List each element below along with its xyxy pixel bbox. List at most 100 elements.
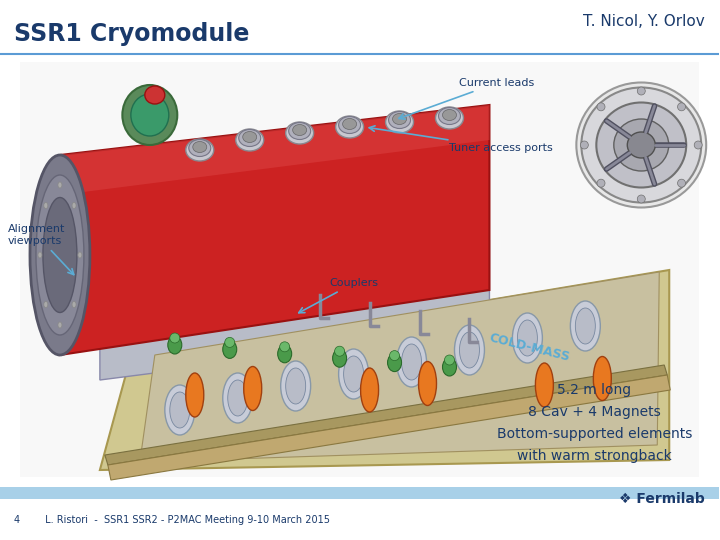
Text: 5.2 m long: 5.2 m long [557, 383, 631, 397]
Text: with warm strongback: with warm strongback [517, 449, 672, 463]
Ellipse shape [36, 175, 84, 335]
Ellipse shape [278, 345, 292, 363]
Ellipse shape [438, 107, 461, 125]
Ellipse shape [333, 349, 346, 367]
Ellipse shape [281, 361, 310, 411]
Polygon shape [105, 365, 667, 465]
Polygon shape [60, 105, 490, 355]
Ellipse shape [222, 340, 237, 359]
Ellipse shape [397, 337, 426, 387]
Ellipse shape [361, 368, 379, 412]
Ellipse shape [338, 349, 369, 399]
Ellipse shape [235, 129, 264, 151]
Ellipse shape [580, 141, 588, 149]
Ellipse shape [387, 354, 402, 372]
Ellipse shape [131, 94, 168, 136]
Ellipse shape [581, 87, 701, 202]
Ellipse shape [338, 117, 361, 133]
Bar [0, 487, 719, 499]
Ellipse shape [189, 139, 211, 157]
Text: Couplers: Couplers [299, 278, 379, 313]
Ellipse shape [402, 344, 421, 380]
Ellipse shape [170, 392, 190, 428]
Ellipse shape [678, 103, 685, 111]
Polygon shape [140, 272, 660, 462]
Ellipse shape [239, 130, 261, 146]
Text: 4        L. Ristori  -  SSR1 SSR2 - P2MAC Meeting 9-10 March 2015: 4 L. Ristori - SSR1 SSR2 - P2MAC Meeting… [14, 515, 330, 525]
Ellipse shape [30, 155, 90, 355]
Ellipse shape [122, 85, 177, 145]
Ellipse shape [186, 139, 214, 161]
Text: Tuner access ports: Tuner access ports [369, 126, 553, 153]
Ellipse shape [575, 308, 595, 344]
Ellipse shape [637, 195, 645, 203]
Text: Alignment
viewports: Alignment viewports [8, 224, 73, 275]
Ellipse shape [614, 119, 669, 171]
Ellipse shape [58, 322, 62, 328]
Ellipse shape [678, 179, 685, 187]
Ellipse shape [518, 320, 537, 356]
Ellipse shape [292, 125, 307, 136]
Ellipse shape [243, 132, 257, 143]
Polygon shape [100, 240, 490, 380]
Ellipse shape [222, 373, 253, 423]
Ellipse shape [168, 336, 181, 354]
Text: T. Nicol, Y. Orlov: T. Nicol, Y. Orlov [583, 15, 705, 30]
Text: ❖ Fermilab: ❖ Fermilab [619, 492, 705, 506]
Ellipse shape [289, 123, 310, 139]
Ellipse shape [389, 111, 410, 129]
Ellipse shape [597, 103, 605, 111]
Ellipse shape [43, 198, 77, 313]
Ellipse shape [596, 103, 686, 187]
Ellipse shape [193, 141, 207, 152]
Ellipse shape [443, 110, 456, 120]
Ellipse shape [78, 252, 82, 258]
Ellipse shape [536, 363, 554, 407]
Ellipse shape [694, 141, 702, 149]
Ellipse shape [279, 342, 289, 352]
Ellipse shape [436, 107, 464, 129]
Ellipse shape [186, 373, 204, 417]
Ellipse shape [335, 346, 345, 356]
Bar [20, 62, 699, 477]
Ellipse shape [386, 111, 413, 133]
Ellipse shape [513, 313, 542, 363]
Ellipse shape [145, 86, 165, 104]
Polygon shape [60, 105, 490, 195]
Ellipse shape [576, 83, 706, 207]
Polygon shape [108, 375, 670, 480]
Ellipse shape [286, 368, 306, 404]
Polygon shape [100, 270, 670, 470]
Ellipse shape [44, 301, 48, 307]
Ellipse shape [170, 333, 180, 343]
Text: SSR1 Cryomodule: SSR1 Cryomodule [14, 22, 249, 46]
Ellipse shape [286, 122, 314, 144]
Ellipse shape [627, 132, 655, 158]
Ellipse shape [443, 358, 456, 376]
Ellipse shape [228, 380, 248, 416]
Ellipse shape [418, 361, 436, 406]
Ellipse shape [58, 182, 62, 188]
Ellipse shape [336, 116, 364, 138]
Ellipse shape [570, 301, 600, 351]
Ellipse shape [444, 355, 454, 365]
Ellipse shape [593, 356, 611, 401]
Ellipse shape [343, 118, 356, 130]
Bar [0, 55, 719, 487]
Ellipse shape [44, 202, 48, 208]
Ellipse shape [244, 367, 261, 410]
Ellipse shape [459, 332, 480, 368]
Ellipse shape [72, 301, 76, 307]
Ellipse shape [225, 338, 235, 347]
Text: COLD-MASS: COLD-MASS [487, 332, 571, 364]
Ellipse shape [390, 350, 400, 361]
Text: 8 Cav + 4 Magnets: 8 Cav + 4 Magnets [528, 405, 661, 419]
Ellipse shape [38, 252, 42, 258]
Ellipse shape [637, 87, 645, 95]
Ellipse shape [392, 113, 407, 125]
Text: Bottom-supported elements: Bottom-supported elements [497, 427, 692, 441]
Ellipse shape [597, 179, 605, 187]
Ellipse shape [72, 202, 76, 208]
Ellipse shape [454, 325, 485, 375]
Ellipse shape [165, 385, 195, 435]
